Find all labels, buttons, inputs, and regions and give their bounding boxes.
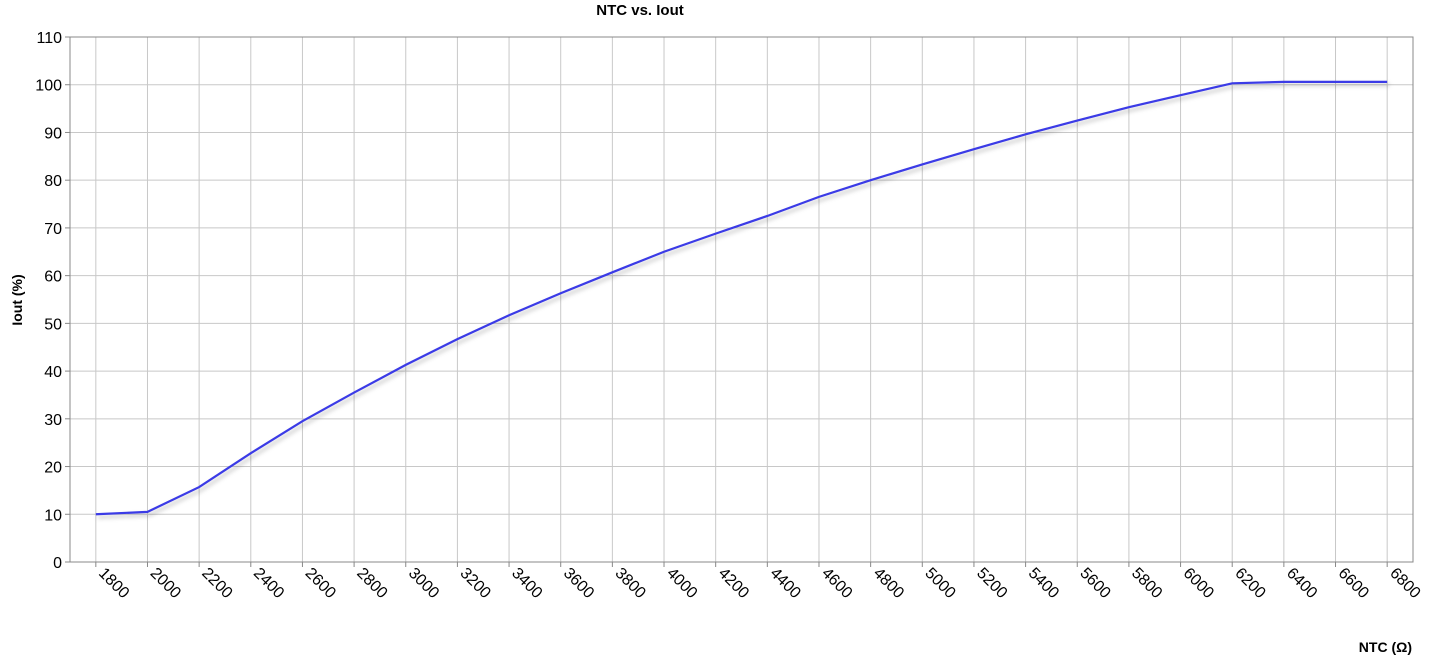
y-tick-label: 100 xyxy=(35,78,62,95)
x-tick-label: 5400 xyxy=(1025,565,1062,602)
x-tick-label: 2200 xyxy=(198,565,235,602)
x-tick-label: 4600 xyxy=(818,565,855,602)
y-axis-label: Iout (%) xyxy=(9,274,25,325)
x-tick-label: 3400 xyxy=(508,565,545,602)
y-tick-label: 80 xyxy=(44,173,62,190)
y-tick-label: 90 xyxy=(44,125,62,142)
x-tick-label: 3200 xyxy=(457,565,494,602)
x-tick-label: 4400 xyxy=(766,565,803,602)
x-tick-label: 5000 xyxy=(921,565,958,602)
x-tick-label: 2800 xyxy=(353,565,390,602)
x-tick-label: 6200 xyxy=(1231,565,1268,602)
y-tick-label: 20 xyxy=(44,460,62,477)
y-tick-label: 10 xyxy=(44,507,62,524)
x-tick-label: 3600 xyxy=(560,565,597,602)
y-tick-label: 0 xyxy=(53,555,62,572)
x-tick-label: 3800 xyxy=(612,565,649,602)
x-tick-label: 1800 xyxy=(95,565,132,602)
x-tick-label: 2000 xyxy=(147,565,184,602)
x-tick-label: 5600 xyxy=(1076,565,1113,602)
y-tick-label: 30 xyxy=(44,412,62,429)
y-tick-label: 50 xyxy=(44,316,62,333)
x-tick-label: 4800 xyxy=(870,565,907,602)
x-tick-label: 6800 xyxy=(1386,565,1423,602)
x-tick-label: 5200 xyxy=(973,565,1010,602)
x-tick-label: 5800 xyxy=(1128,565,1165,602)
x-tick-label: 2600 xyxy=(302,565,339,602)
y-tick-label: 110 xyxy=(36,30,62,47)
x-tick-label: 6400 xyxy=(1283,565,1320,602)
x-tick-label: 6000 xyxy=(1180,565,1217,602)
chart-title: NTC vs. Iout xyxy=(596,2,684,19)
data-line xyxy=(95,80,1388,516)
x-tick-label: 3000 xyxy=(405,565,442,602)
x-axis-label: NTC (Ω) xyxy=(1359,639,1412,655)
y-tick-label: 40 xyxy=(44,364,62,381)
y-tick-label: 60 xyxy=(44,269,62,286)
x-tick-label: 6600 xyxy=(1335,565,1372,602)
plot-frame xyxy=(69,36,1414,563)
x-tick-label: 4200 xyxy=(715,565,752,602)
y-tick-label: 70 xyxy=(44,221,62,238)
x-tick-label: 4000 xyxy=(663,565,700,602)
x-tick-label: 2400 xyxy=(250,565,287,602)
